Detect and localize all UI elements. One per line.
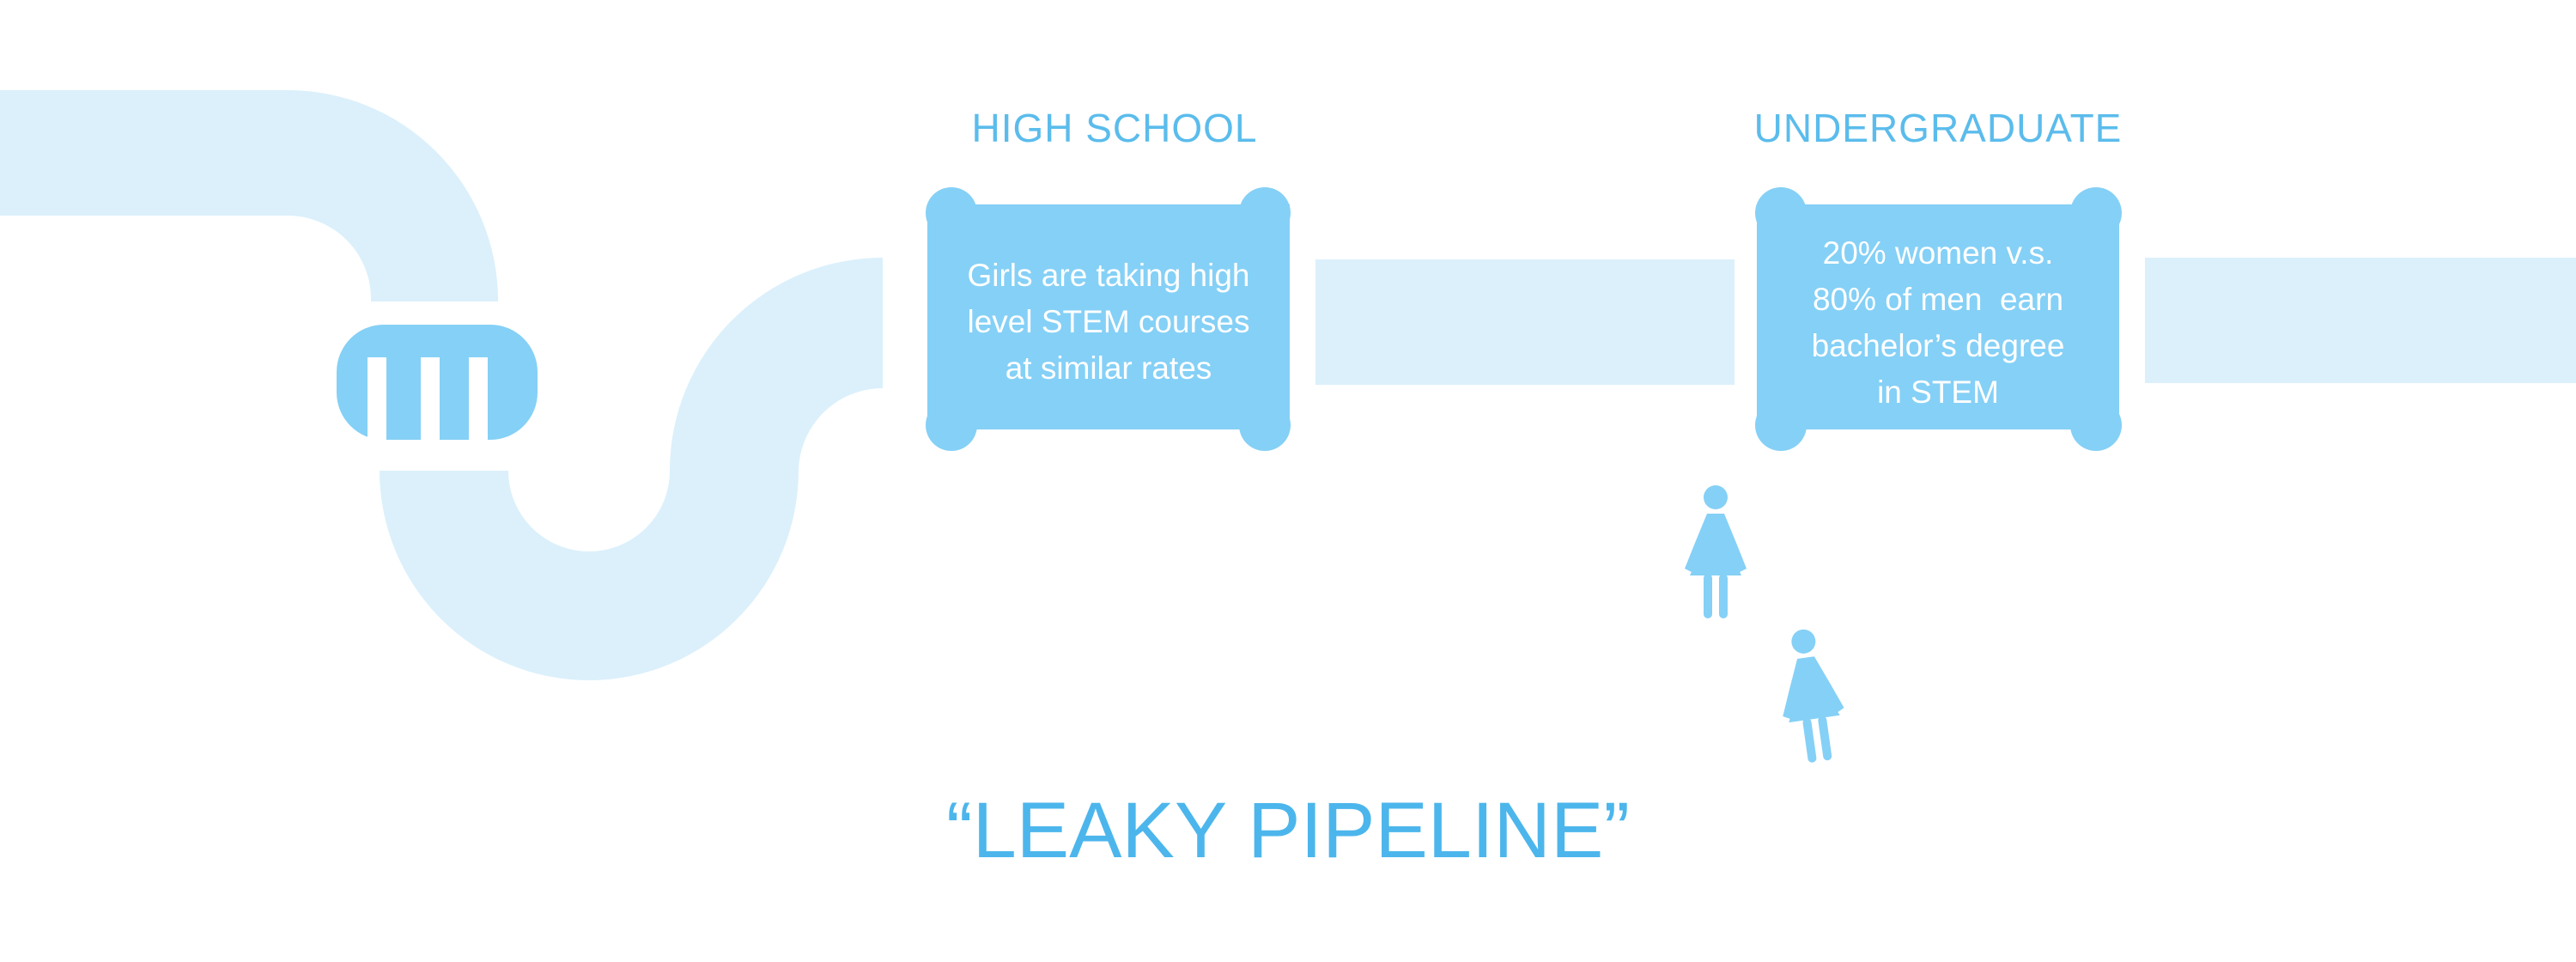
pipe-u-trap	[380, 471, 799, 680]
stage-label-undergraduate: UNDERGRADUATE	[1753, 106, 2123, 150]
pipe-segment-middle	[1315, 259, 1735, 385]
pipe-icon	[0, 90, 2576, 680]
high-school-line: Girls are taking high	[967, 258, 1250, 293]
stage-label-high-school: HIGH SCHOOL	[971, 106, 1258, 150]
pipe-segment-right	[2145, 258, 2576, 383]
undergraduate-line: in STEM	[1877, 374, 1999, 410]
pipe-bend-rising	[670, 258, 883, 471]
undergraduate-line: bachelor’s degree	[1811, 328, 2065, 363]
pipe-segment-vertical	[371, 296, 498, 301]
pipe-bend-upper	[288, 90, 498, 301]
woman-figure-icon	[1685, 485, 1747, 618]
woman-figure-icon	[1783, 629, 1844, 763]
high-school-line: at similar rates	[1005, 350, 1212, 386]
pipe-segment-top	[0, 90, 288, 216]
undergraduate-line: 80% of men earn	[1812, 282, 2064, 317]
undergraduate-box	[1755, 187, 2122, 451]
high-school-box	[926, 187, 1291, 451]
high-school-text: Girls are taking high level STEM courses…	[927, 253, 1290, 392]
undergraduate-line: 20% women v.s.	[1822, 235, 2054, 271]
undergraduate-text: 20% women v.s. 80% of men earn bachelor’…	[1757, 230, 2119, 416]
page-title: “LEAKY PIPELINE”	[946, 787, 1630, 874]
drain-grate-icon	[337, 325, 538, 440]
high-school-line: level STEM courses	[967, 304, 1250, 339]
